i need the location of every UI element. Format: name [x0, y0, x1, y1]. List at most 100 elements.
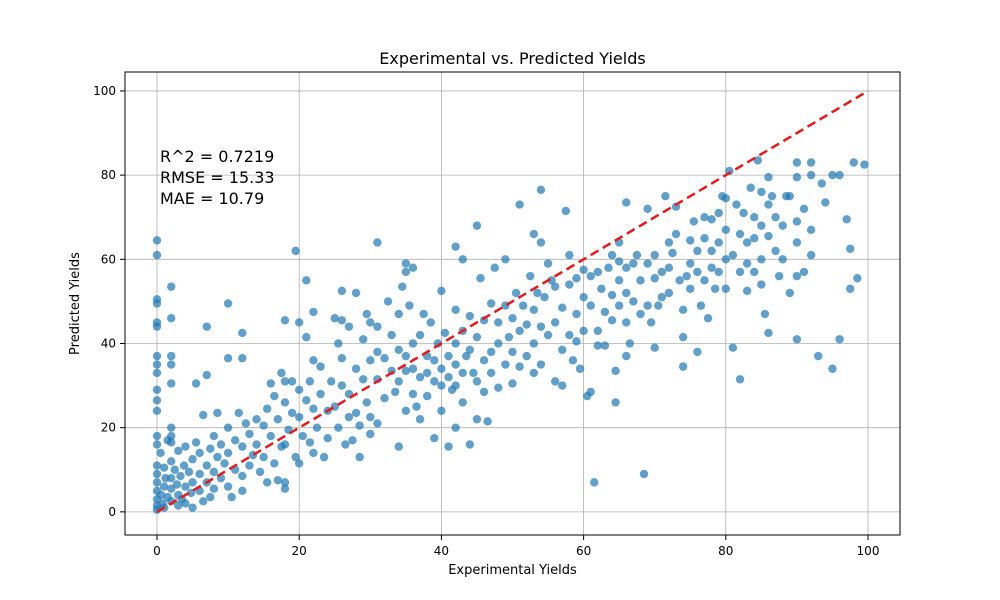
- scatter-point: [799, 267, 809, 277]
- scatter-point: [842, 215, 851, 224]
- scatter-point: [700, 213, 709, 222]
- scatter-point: [206, 444, 215, 453]
- scatter-point: [490, 263, 499, 272]
- y-tick-label: 80: [101, 168, 116, 182]
- scatter-point: [152, 440, 162, 449]
- scatter-point: [355, 421, 364, 430]
- scatter-point: [181, 442, 190, 451]
- scatter-point: [806, 250, 816, 260]
- scatter-point: [575, 364, 585, 373]
- scatter-point: [337, 381, 347, 390]
- scatter-point: [238, 442, 247, 451]
- scatter-point: [373, 419, 382, 428]
- scatter-point: [515, 326, 524, 336]
- scatter-point: [565, 280, 574, 289]
- scatter-point: [657, 267, 667, 277]
- scatter-point: [764, 200, 773, 209]
- scatter-point: [241, 419, 251, 428]
- scatter-point: [273, 476, 283, 485]
- scatter-point: [622, 288, 631, 298]
- scatter-point: [643, 204, 652, 213]
- scatter-point: [266, 379, 275, 388]
- scatter-point: [351, 288, 361, 298]
- scatter-point: [451, 339, 460, 348]
- scatter-point: [270, 391, 279, 401]
- scatter-point: [732, 200, 741, 209]
- scatter-point: [735, 267, 745, 277]
- scatter-point: [199, 497, 208, 506]
- scatter-point: [540, 292, 549, 302]
- scatter-point: [536, 322, 546, 331]
- scatter-point: [750, 213, 759, 222]
- scatter-point: [714, 208, 723, 218]
- scatter-point: [835, 335, 844, 344]
- scatter-point: [742, 259, 752, 268]
- scatter-point: [167, 423, 176, 432]
- scatter-point: [380, 354, 389, 363]
- scatter-point: [693, 347, 702, 357]
- scatter-point: [309, 307, 318, 317]
- scatter-point: [465, 311, 475, 321]
- scatter-point: [654, 301, 663, 310]
- scatter-point: [622, 198, 631, 207]
- scatter-point: [550, 282, 560, 291]
- scatter-point: [518, 301, 528, 310]
- scatter-point: [280, 377, 290, 386]
- scatter-point: [294, 459, 304, 468]
- scatter-point: [430, 433, 439, 443]
- scatter-point: [764, 231, 773, 241]
- scatter-point: [767, 191, 777, 201]
- scatter-point: [220, 459, 229, 468]
- scatter-point: [263, 478, 272, 487]
- scatter-point: [707, 246, 716, 256]
- scatter-point: [792, 217, 802, 226]
- scatter-point: [469, 368, 478, 378]
- scatter-point: [195, 469, 204, 479]
- scatter-point: [291, 452, 300, 462]
- scatter-point: [526, 271, 535, 281]
- scatter-point: [771, 213, 780, 222]
- scatter-point: [693, 246, 702, 256]
- scatter-point: [529, 368, 539, 378]
- scatter-point: [508, 314, 517, 323]
- scatter-point: [614, 257, 624, 266]
- scatter-point: [629, 259, 638, 268]
- scatter-point: [522, 320, 531, 329]
- chart-title: Experimental vs. Predicted Yields: [379, 49, 645, 68]
- scatter-point: [408, 389, 418, 399]
- scatter-point: [664, 263, 674, 272]
- scatter-point: [312, 423, 322, 432]
- scatter-point: [437, 364, 446, 373]
- scatter-point: [543, 259, 553, 268]
- scatter-point: [693, 267, 702, 277]
- scatter-point: [622, 263, 631, 272]
- scatter-point: [572, 309, 581, 319]
- scatter-point: [341, 440, 350, 449]
- scatter-point: [337, 286, 347, 296]
- scatter-point: [294, 385, 304, 394]
- scatter-point: [437, 406, 446, 416]
- scatter-point: [643, 259, 652, 268]
- scatter-point: [760, 309, 770, 319]
- scatter-point: [533, 288, 542, 298]
- scatter-point: [176, 471, 185, 481]
- scatter-point: [280, 440, 290, 449]
- scatter-point: [294, 412, 304, 422]
- scatter-point: [152, 385, 162, 394]
- scatter-point: [430, 356, 439, 365]
- scatter-point: [849, 158, 858, 167]
- scatter-point: [494, 318, 503, 327]
- scatter-point: [458, 398, 467, 407]
- scatter-point: [334, 423, 343, 432]
- scatter-point: [152, 478, 162, 487]
- scatter-point: [728, 250, 738, 260]
- scatter-point: [167, 473, 176, 483]
- scatter-point: [600, 307, 610, 317]
- scatter-point: [362, 309, 371, 319]
- scatter-point: [757, 280, 766, 289]
- scatter-point: [451, 381, 460, 390]
- scatter-point: [689, 217, 699, 226]
- scatter-point: [408, 263, 418, 272]
- scatter-point: [373, 322, 382, 331]
- scatter-point: [792, 335, 802, 344]
